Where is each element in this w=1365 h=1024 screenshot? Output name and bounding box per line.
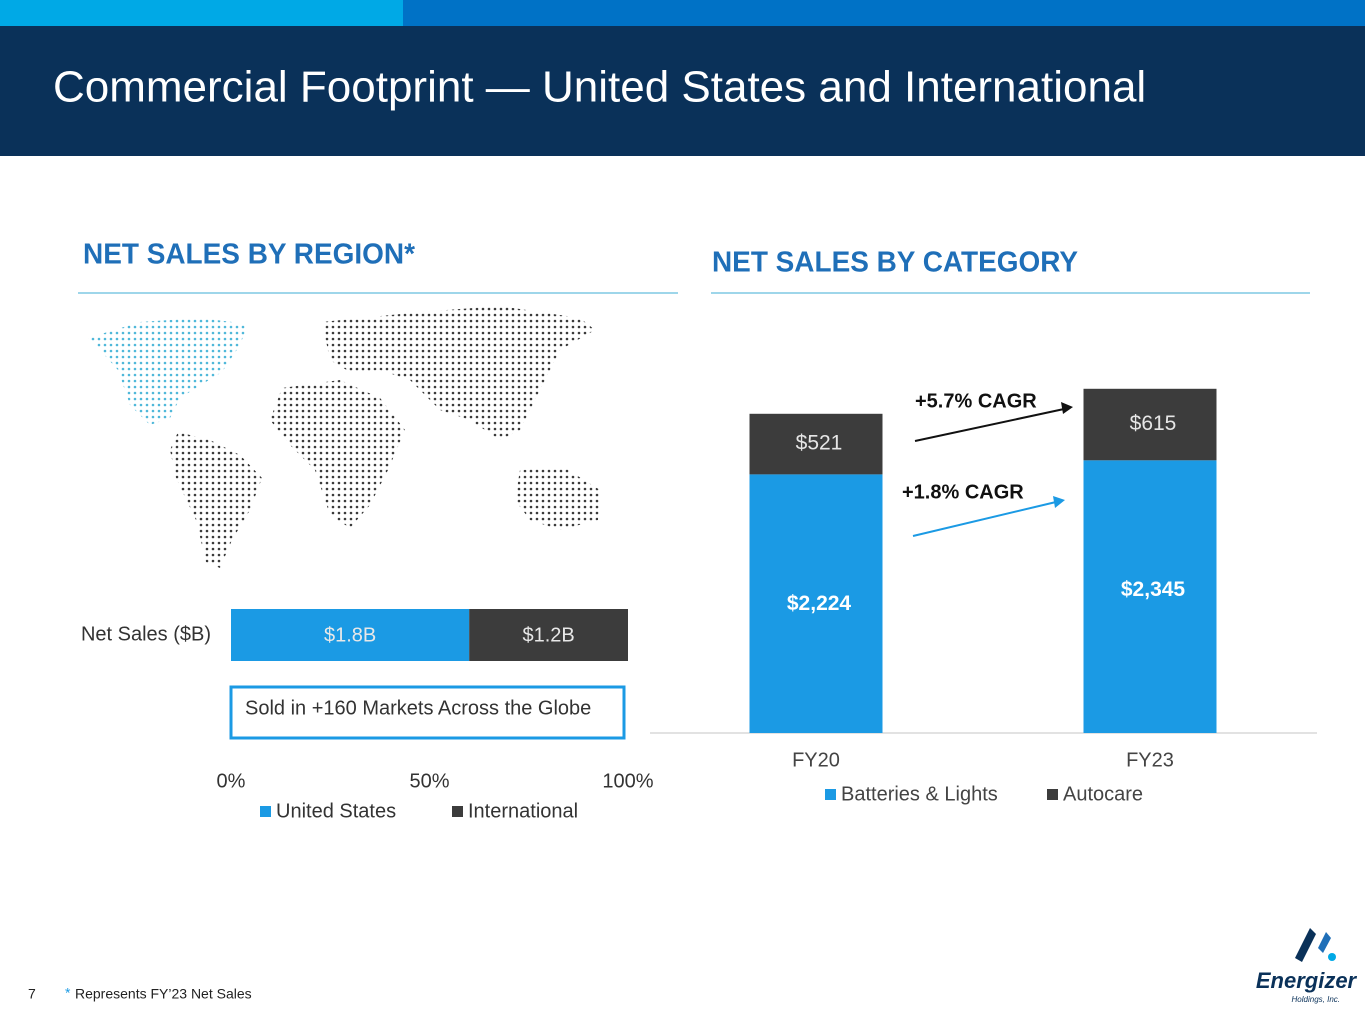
legend-swatch: [260, 806, 271, 817]
arrow: [914, 408, 1065, 442]
legend-swatch: [825, 789, 836, 800]
x-tick-label: FY20: [792, 749, 840, 771]
legend-label: United States: [276, 800, 396, 822]
legend-label: International: [468, 800, 578, 822]
arrow-head: [1053, 496, 1065, 508]
value-label: $1.8B: [324, 624, 376, 646]
legend-label: Batteries & Lights: [841, 783, 998, 805]
annotation: +5.7% CAGR: [915, 390, 1037, 412]
x-tick-label: 100%: [602, 770, 653, 792]
x-tick-label: FY23: [1126, 749, 1174, 771]
page-number: 7: [28, 986, 36, 1002]
world-map: [88, 306, 600, 568]
bar-segment: [749, 413, 883, 475]
chart-title: NET SALES BY REGION*: [83, 239, 416, 271]
legend-swatch: [452, 806, 463, 817]
annotation-box: [229, 685, 626, 740]
logo-sub: Holdings, Inc.: [1292, 995, 1340, 1004]
arrow-head: [1061, 402, 1073, 414]
bar-segment: [749, 474, 883, 733]
category-label: Net Sales ($B): [81, 623, 211, 645]
top-strip-light: [0, 0, 403, 26]
value-label: $1.2B: [522, 624, 574, 646]
annotation: Sold in +160 Markets Across the Globe: [245, 697, 591, 719]
logo-dot: [1328, 953, 1336, 961]
annotation: +1.8% CAGR: [902, 481, 1024, 503]
value-label: $521: [796, 432, 843, 455]
chart-title: NET SALES BY CATEGORY: [712, 247, 1078, 279]
legend-swatch: [1047, 789, 1058, 800]
x-tick-label: 50%: [409, 770, 449, 792]
bar-segment: [1083, 460, 1217, 733]
top-strip: [403, 0, 1365, 26]
footnote-mark: *: [65, 985, 71, 1001]
bar-segment: [1083, 388, 1217, 461]
logo-text: Energizer: [1256, 968, 1358, 993]
bar-segment: [231, 609, 470, 661]
x-tick-label: 0%: [217, 770, 246, 792]
logo-mark: [1295, 928, 1316, 962]
value-label: $2,224: [787, 592, 852, 615]
legend-label: Autocare: [1063, 783, 1143, 805]
logo-mark: [1318, 932, 1331, 953]
value-label: $2,345: [1121, 578, 1186, 601]
bar-segment: [469, 609, 628, 661]
slide-title: Commercial Footprint — United States and…: [53, 63, 1146, 112]
footnote: Represents FY’23 Net Sales: [75, 986, 252, 1002]
title-band: [0, 26, 1365, 156]
arrow: [912, 501, 1057, 537]
value-label: $615: [1130, 412, 1177, 435]
